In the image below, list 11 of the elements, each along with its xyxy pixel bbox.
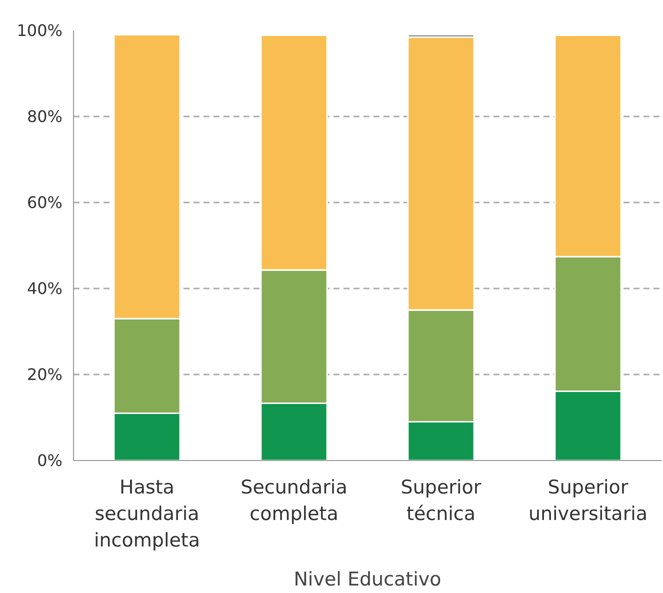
x-tick-label: Superior universitaria <box>528 476 648 525</box>
y-tick-label: 80% <box>26 107 62 126</box>
x-tick-label: Secundaria completa <box>240 476 348 525</box>
y-tick-label: 20% <box>26 365 62 384</box>
y-tick-label: 0% <box>37 451 63 470</box>
y-tick-label: 100% <box>16 21 63 40</box>
y-tick-label: 40% <box>26 279 62 298</box>
y-tick-label: 60% <box>26 193 62 212</box>
x-tick-label: Superior técnica <box>400 476 482 525</box>
x-axis-title: Nivel Educativo <box>294 568 442 590</box>
x-tick-label: Hasta secundaria incompleta <box>94 476 200 552</box>
